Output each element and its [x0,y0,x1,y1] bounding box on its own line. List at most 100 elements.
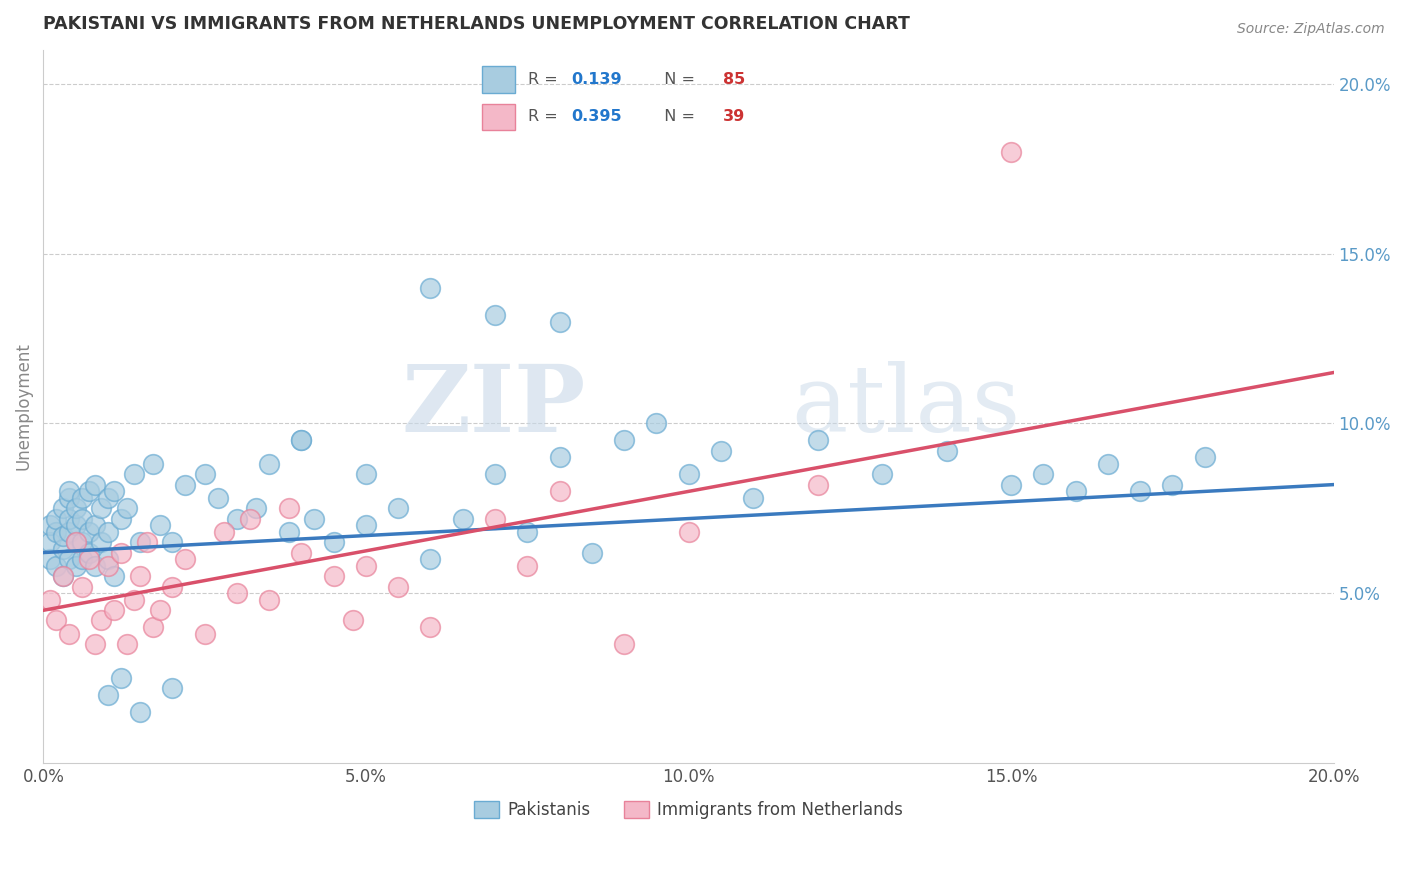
Point [1097,457,1119,471]
Point [290,434,312,448]
Point [1032,467,1054,482]
Point [110,671,132,685]
Point [1129,484,1152,499]
Text: R =: R = [527,72,562,87]
Point [110,545,132,559]
Point [135,535,157,549]
Point [148,603,170,617]
Point [322,535,344,549]
Text: R =: R = [527,109,562,124]
Point [77,525,100,540]
Point [90,614,112,628]
Point [38,552,60,566]
Point [516,559,538,574]
Point [97,688,120,702]
Point [387,501,409,516]
Point [70,511,93,525]
Point [162,535,184,549]
Point [581,545,603,559]
Point [38,535,60,549]
Point [84,477,107,491]
Point [226,511,249,525]
Text: Source: ZipAtlas.com: Source: ZipAtlas.com [1237,22,1385,37]
Point [70,552,93,566]
Point [38,593,60,607]
Point [1194,450,1216,465]
Point [212,525,235,540]
Point [678,467,700,482]
Point [1000,477,1022,491]
Point [290,434,312,448]
Point [742,491,765,506]
Point [419,552,441,566]
Text: atlas: atlas [792,361,1021,451]
Point [290,545,312,559]
Text: PAKISTANI VS IMMIGRANTS FROM NETHERLANDS UNEMPLOYMENT CORRELATION CHART: PAKISTANI VS IMMIGRANTS FROM NETHERLANDS… [44,15,910,33]
FancyBboxPatch shape [482,66,515,93]
Point [304,511,326,525]
Point [342,614,364,628]
Point [245,501,267,516]
Point [90,535,112,549]
Text: 85: 85 [723,72,745,87]
Point [806,477,828,491]
Point [117,501,139,516]
Point [90,501,112,516]
Legend: Pakistanis, Immigrants from Netherlands: Pakistanis, Immigrants from Netherlands [467,795,910,826]
Point [174,552,197,566]
Point [52,569,75,583]
Point [58,627,80,641]
Point [58,511,80,525]
Point [97,559,120,574]
Point [70,580,93,594]
Point [354,559,377,574]
Text: 0.395: 0.395 [571,109,623,124]
Point [678,525,700,540]
Point [45,525,67,540]
Point [129,705,152,719]
Point [194,627,217,641]
Point [45,614,67,628]
Text: N =: N = [654,109,700,124]
Point [84,518,107,533]
Point [52,501,75,516]
Point [58,552,80,566]
Point [239,511,262,525]
Point [110,511,132,525]
Point [52,542,75,557]
Point [870,467,893,482]
Point [322,569,344,583]
Point [103,484,125,499]
Point [58,484,80,499]
Point [548,314,571,328]
Point [257,457,280,471]
Point [52,569,75,583]
Point [277,525,299,540]
Point [122,593,145,607]
Point [207,491,229,506]
Point [162,580,184,594]
Point [1064,484,1087,499]
Point [354,518,377,533]
Point [257,593,280,607]
Point [710,443,733,458]
Point [174,477,197,491]
Point [84,559,107,574]
Point [77,552,100,566]
Point [484,308,506,322]
Point [354,467,377,482]
Point [65,559,87,574]
Point [97,491,120,506]
Y-axis label: Unemployment: Unemployment [15,343,32,470]
Text: ZIP: ZIP [401,361,585,451]
Point [451,511,474,525]
Point [277,501,299,516]
Point [97,525,120,540]
Point [148,518,170,533]
Point [194,467,217,482]
Point [117,637,139,651]
Point [129,535,152,549]
Point [45,559,67,574]
Point [45,511,67,525]
Point [65,518,87,533]
